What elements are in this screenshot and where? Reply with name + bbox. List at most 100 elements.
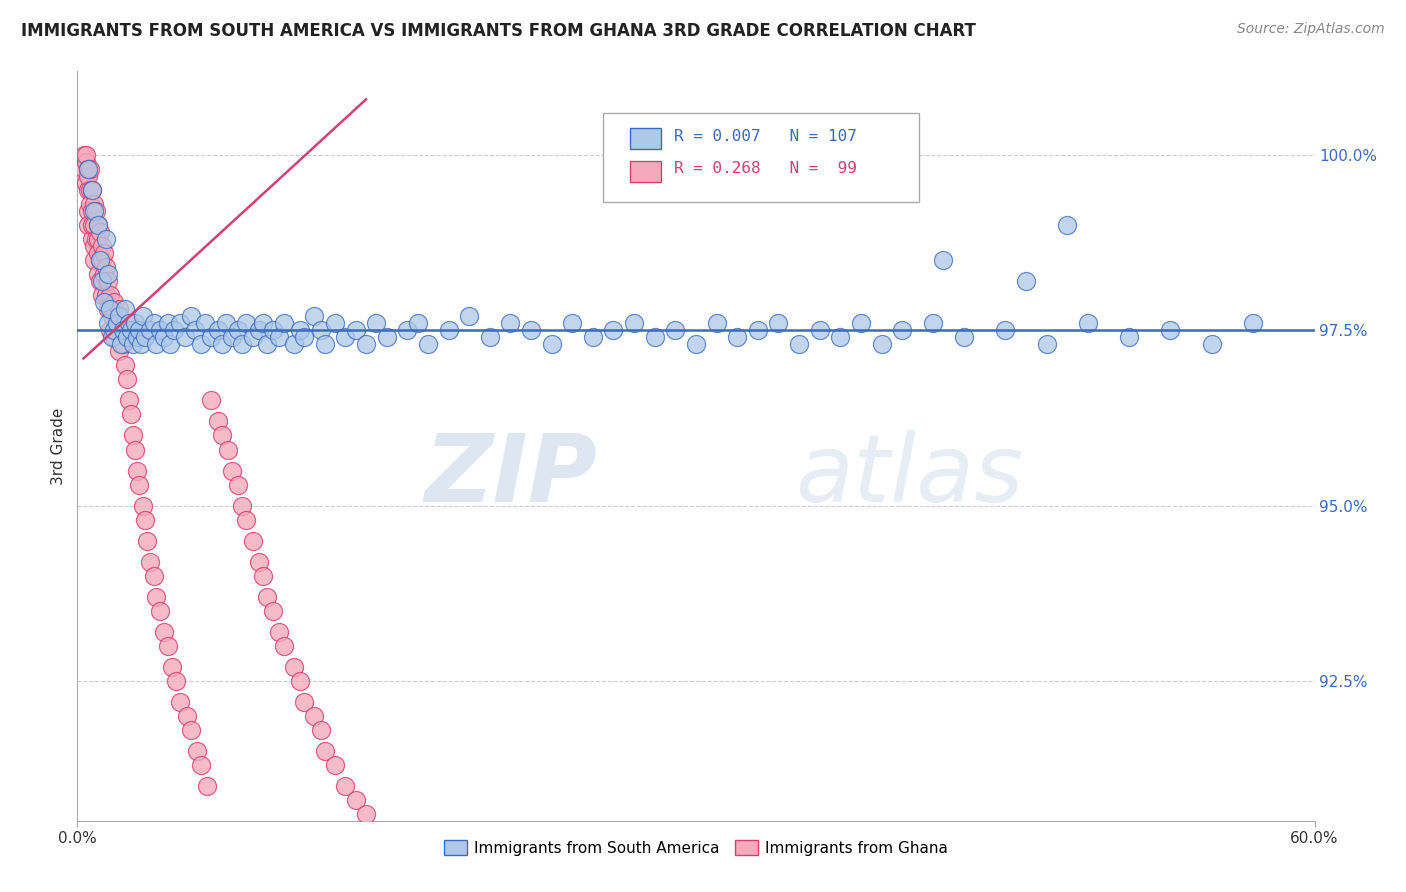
Point (169, 695, 191, 709)
Point (217, 442, 239, 457)
Point (292, 330, 315, 344)
Point (211, 337, 233, 351)
Point (235, 512, 257, 526)
Point (231, 499, 253, 513)
Point (623, 317, 645, 331)
Point (149, 603, 172, 617)
Point (91, 239, 114, 253)
Point (540, 337, 562, 351)
Point (76, 162, 98, 177)
Point (830, 330, 852, 344)
Point (226, 477, 249, 491)
Y-axis label: 3rd Grade: 3rd Grade (51, 408, 66, 484)
Point (97, 275, 120, 289)
Point (128, 477, 150, 491)
Point (105, 317, 128, 331)
Point (994, 323, 1017, 337)
Point (124, 442, 146, 457)
Point (149, 323, 172, 337)
FancyBboxPatch shape (603, 112, 918, 202)
Point (242, 330, 264, 344)
Point (128, 323, 150, 337)
Point (83, 239, 105, 253)
Point (98, 323, 121, 337)
Point (252, 317, 274, 331)
Point (142, 568, 165, 582)
Point (437, 323, 460, 337)
Point (83, 197, 105, 211)
Point (932, 253, 955, 268)
Point (344, 323, 367, 337)
Point (180, 723, 202, 737)
Point (87, 268, 110, 282)
Point (1056, 219, 1078, 233)
Point (98, 302, 121, 317)
Point (304, 708, 326, 723)
Point (190, 337, 212, 351)
Text: R = 0.268   N =  99: R = 0.268 N = 99 (673, 161, 856, 177)
Point (1118, 330, 1140, 344)
Point (124, 317, 146, 331)
Point (87, 232, 110, 246)
Point (75, 177, 97, 191)
Text: Source: ZipAtlas.com: Source: ZipAtlas.com (1237, 22, 1385, 37)
Point (262, 323, 284, 337)
Point (76, 162, 98, 177)
Point (335, 779, 357, 793)
Point (953, 330, 976, 344)
Point (132, 499, 155, 513)
Point (91, 275, 114, 289)
Point (323, 757, 346, 772)
Text: IMMIGRANTS FROM SOUTH AMERICA VS IMMIGRANTS FROM GHANA 3RD GRADE CORRELATION CHA: IMMIGRANTS FROM SOUTH AMERICA VS IMMIGRA… (21, 22, 976, 40)
Point (262, 603, 284, 617)
Point (101, 330, 124, 344)
Point (115, 372, 138, 386)
Point (458, 310, 481, 324)
Point (1035, 337, 1057, 351)
Point (110, 337, 132, 351)
Point (110, 323, 132, 337)
Point (103, 323, 125, 337)
Point (138, 323, 160, 337)
Point (87, 246, 110, 260)
Legend: Immigrants from South America, Immigrants from Ghana: Immigrants from South America, Immigrant… (437, 833, 955, 862)
Point (200, 393, 222, 408)
Point (190, 757, 212, 772)
Point (1015, 275, 1038, 289)
Point (231, 337, 253, 351)
Point (273, 639, 295, 653)
Point (1201, 337, 1223, 351)
Point (366, 317, 388, 331)
Point (309, 323, 332, 337)
Point (478, 330, 501, 344)
Point (242, 533, 264, 548)
Point (75, 155, 97, 169)
Point (89, 253, 111, 268)
Point (344, 792, 367, 806)
Point (288, 673, 311, 688)
Point (80, 204, 103, 219)
Point (195, 779, 218, 793)
Point (107, 302, 129, 317)
Point (76, 183, 98, 197)
Point (107, 344, 129, 359)
Point (96, 288, 118, 302)
Point (111, 337, 134, 351)
Point (89, 226, 111, 240)
Point (80, 232, 103, 246)
Point (105, 317, 128, 331)
Point (808, 323, 831, 337)
Point (118, 393, 141, 408)
Point (207, 415, 229, 429)
Point (870, 337, 893, 351)
Point (83, 219, 105, 233)
Point (120, 323, 142, 337)
Point (169, 317, 191, 331)
Point (1077, 317, 1099, 331)
Point (323, 317, 346, 331)
Text: atlas: atlas (794, 431, 1024, 522)
Point (93, 268, 115, 282)
Point (97, 268, 120, 282)
Point (134, 512, 156, 526)
Point (111, 323, 134, 337)
